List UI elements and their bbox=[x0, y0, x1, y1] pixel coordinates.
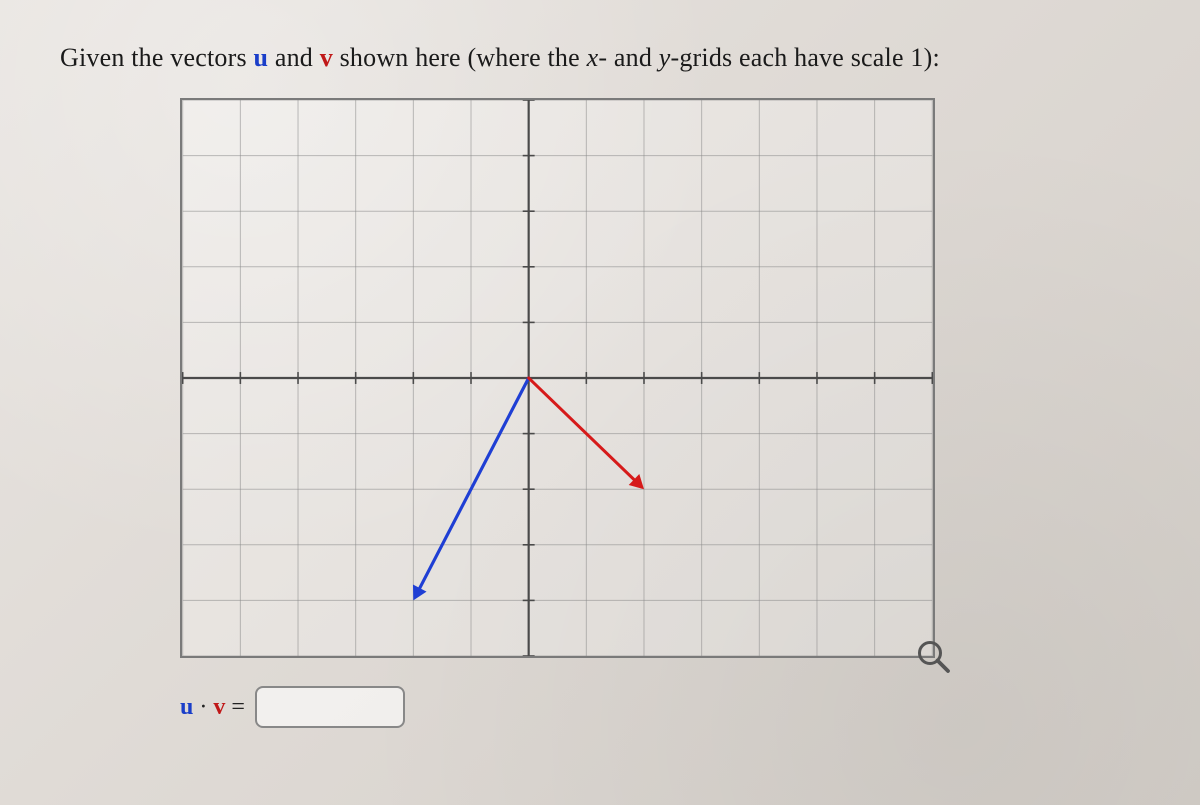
prompt-mid2: shown here (where the bbox=[333, 43, 587, 72]
dot-product-input[interactable] bbox=[255, 686, 405, 728]
prompt-u: u bbox=[253, 43, 268, 72]
prompt-yvar: y bbox=[659, 43, 671, 72]
prompt-v: v bbox=[320, 43, 333, 72]
prompt-suffix: -grids each have scale 1): bbox=[670, 43, 939, 72]
answer-u: u bbox=[180, 694, 193, 720]
answer-eq: = bbox=[225, 694, 245, 720]
answer-dot: · bbox=[193, 694, 213, 720]
answer-row: u · v = bbox=[180, 686, 1140, 728]
graph-canvas bbox=[182, 100, 933, 656]
prompt-mid1: and bbox=[268, 43, 320, 72]
question-prompt: Given the vectors u and v shown here (wh… bbox=[60, 40, 1140, 76]
magnifier-icon[interactable] bbox=[915, 638, 951, 674]
prompt-prefix: Given the vectors bbox=[60, 43, 253, 72]
answer-v: v bbox=[213, 694, 225, 720]
prompt-mid3: - and bbox=[598, 43, 658, 72]
prompt-xvar: x bbox=[587, 43, 599, 72]
answer-label: u · v = bbox=[180, 694, 245, 721]
vector-graph bbox=[180, 98, 935, 658]
